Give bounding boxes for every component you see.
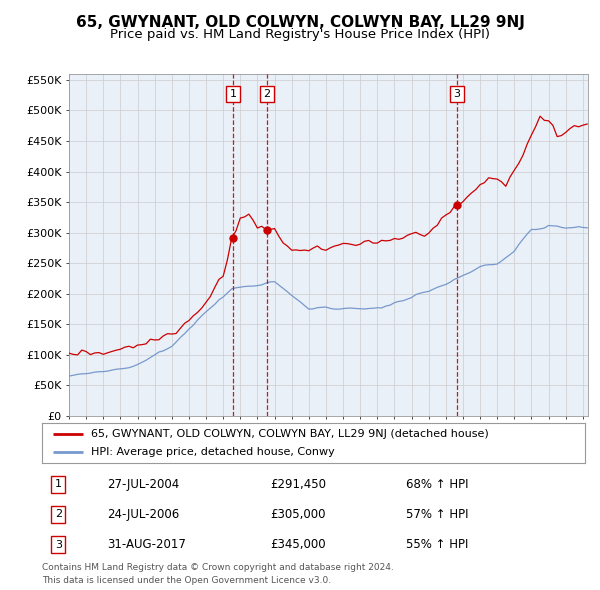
Text: £305,000: £305,000 xyxy=(270,508,326,521)
Text: 31-AUG-2017: 31-AUG-2017 xyxy=(107,538,186,551)
Text: 24-JUL-2006: 24-JUL-2006 xyxy=(107,508,179,521)
Text: 2: 2 xyxy=(263,89,271,99)
Text: 27-JUL-2004: 27-JUL-2004 xyxy=(107,478,179,491)
Text: 2: 2 xyxy=(55,510,62,519)
Text: 57% ↑ HPI: 57% ↑ HPI xyxy=(406,508,469,521)
Text: Contains HM Land Registry data © Crown copyright and database right 2024.: Contains HM Land Registry data © Crown c… xyxy=(42,563,394,572)
Text: 3: 3 xyxy=(454,89,461,99)
Text: 65, GWYNANT, OLD COLWYN, COLWYN BAY, LL29 9NJ: 65, GWYNANT, OLD COLWYN, COLWYN BAY, LL2… xyxy=(76,15,524,30)
Text: Price paid vs. HM Land Registry's House Price Index (HPI): Price paid vs. HM Land Registry's House … xyxy=(110,28,490,41)
Text: 65, GWYNANT, OLD COLWYN, COLWYN BAY, LL29 9NJ (detached house): 65, GWYNANT, OLD COLWYN, COLWYN BAY, LL2… xyxy=(91,429,488,439)
Text: 68% ↑ HPI: 68% ↑ HPI xyxy=(406,478,469,491)
Text: £291,450: £291,450 xyxy=(270,478,326,491)
Text: 1: 1 xyxy=(229,89,236,99)
Text: 3: 3 xyxy=(55,540,62,550)
Text: 1: 1 xyxy=(55,479,62,489)
Text: HPI: Average price, detached house, Conwy: HPI: Average price, detached house, Conw… xyxy=(91,447,335,457)
Text: £345,000: £345,000 xyxy=(270,538,326,551)
Text: This data is licensed under the Open Government Licence v3.0.: This data is licensed under the Open Gov… xyxy=(42,576,331,585)
Text: 55% ↑ HPI: 55% ↑ HPI xyxy=(406,538,468,551)
